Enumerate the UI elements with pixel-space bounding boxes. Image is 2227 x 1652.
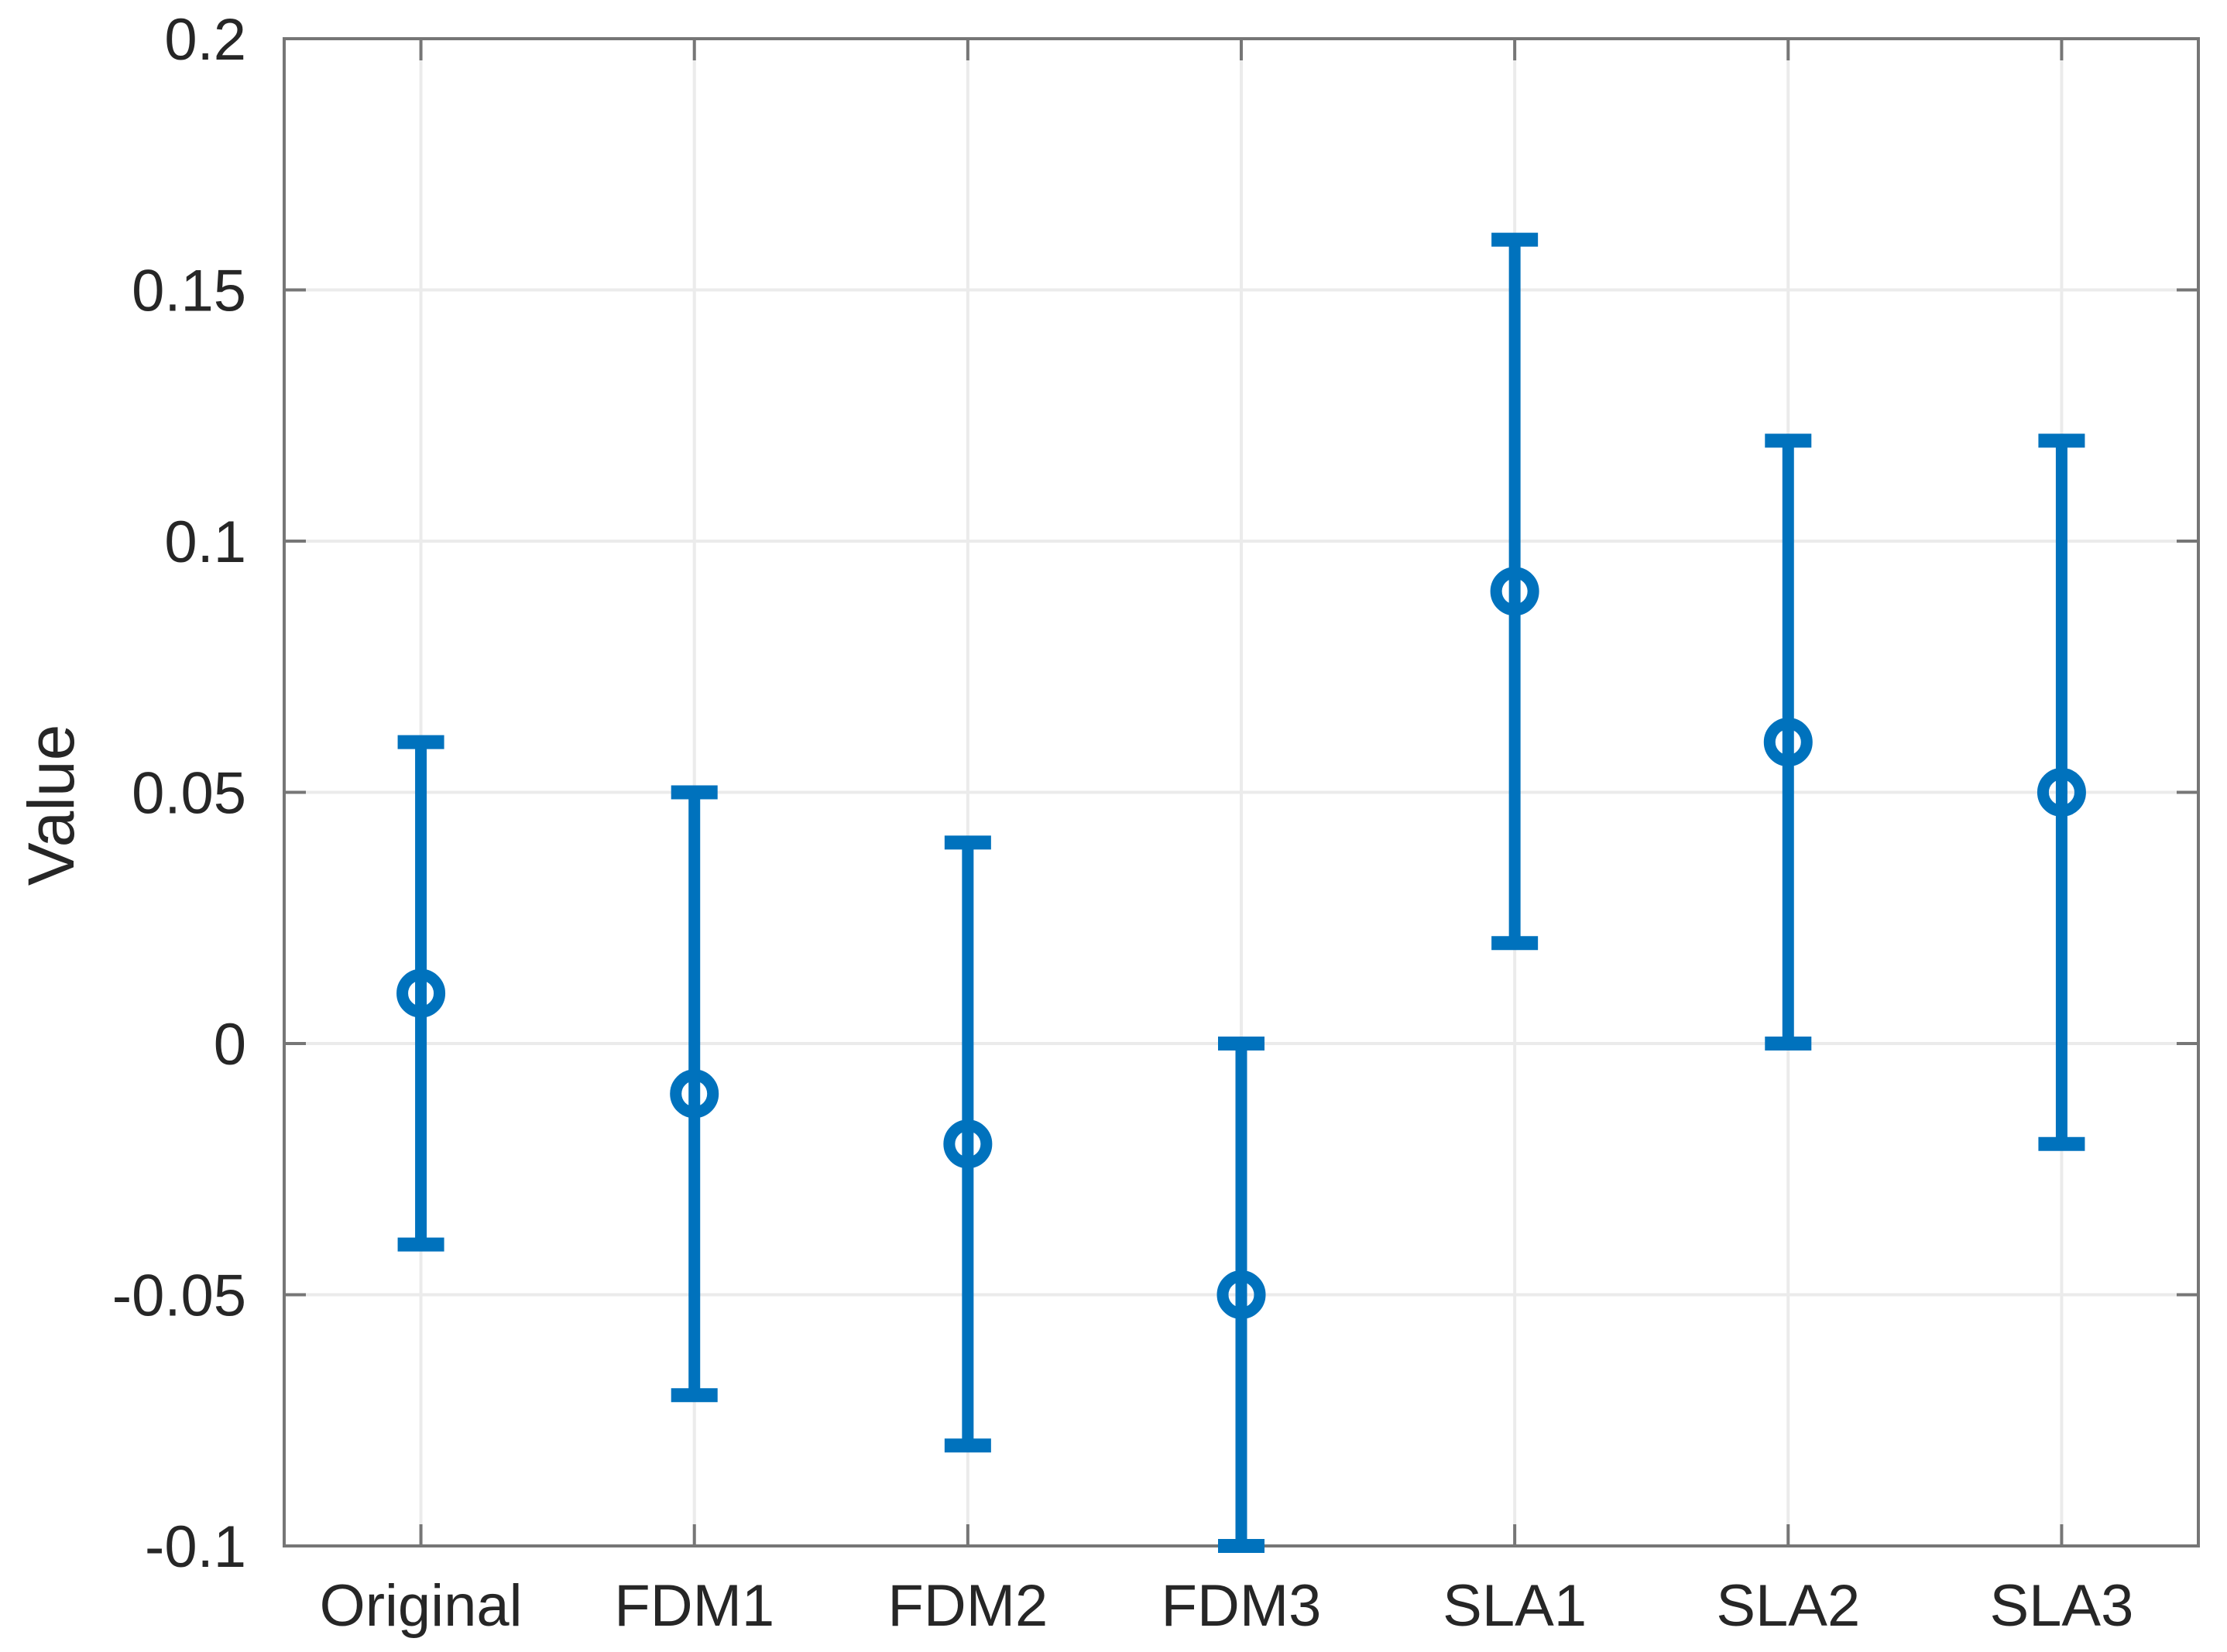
data-point-marker xyxy=(2037,768,2086,817)
x-tick-label: SLA3 xyxy=(1989,1573,2133,1639)
errorbar-fdm1 xyxy=(670,785,719,1403)
errorbar-sla3 xyxy=(2037,434,2086,1151)
y-tick-labels: 0.2 0.15 0.1 0.05 0 -0.05 -0.1 xyxy=(112,7,246,1580)
y-tick-label: 0.05 xyxy=(132,761,246,827)
x-tick-label: SLA1 xyxy=(1443,1573,1587,1639)
y-tick-label: -0.1 xyxy=(145,1514,246,1580)
x-tick-label: FDM2 xyxy=(887,1573,1048,1639)
y-tick-label: 0.2 xyxy=(164,7,246,73)
data-point-marker xyxy=(943,1119,993,1169)
errorbar-sla1 xyxy=(1490,232,1539,951)
x-tick-label: FDM3 xyxy=(1162,1573,1322,1639)
y-tick-label: 0 xyxy=(214,1012,246,1078)
x-tick-labels: Original FDM1 FDM2 FDM3 SLA1 SLA2 SLA3 xyxy=(320,1573,2134,1639)
errorbar-original xyxy=(396,735,446,1252)
x-tick-label: Original xyxy=(320,1573,523,1639)
errorbar-fdm3 xyxy=(1216,1037,1266,1553)
data-point-marker xyxy=(1216,1270,1266,1319)
x-tick-label: FDM1 xyxy=(614,1573,774,1639)
data-point-marker xyxy=(396,968,446,1018)
errorbar-fdm2 xyxy=(943,835,993,1453)
errorbar-series xyxy=(396,232,2086,1553)
data-point-marker xyxy=(1763,718,1813,767)
y-tick-label: -0.05 xyxy=(112,1263,246,1329)
y-tick-label: 0.15 xyxy=(132,259,246,324)
y-axis-label: Value xyxy=(15,725,88,886)
data-point-marker xyxy=(670,1069,719,1119)
data-point-marker xyxy=(1490,567,1539,616)
x-tick-label: SLA2 xyxy=(1716,1573,1860,1639)
errorbar-sla2 xyxy=(1763,434,1813,1050)
y-tick-label: 0.1 xyxy=(164,509,246,575)
